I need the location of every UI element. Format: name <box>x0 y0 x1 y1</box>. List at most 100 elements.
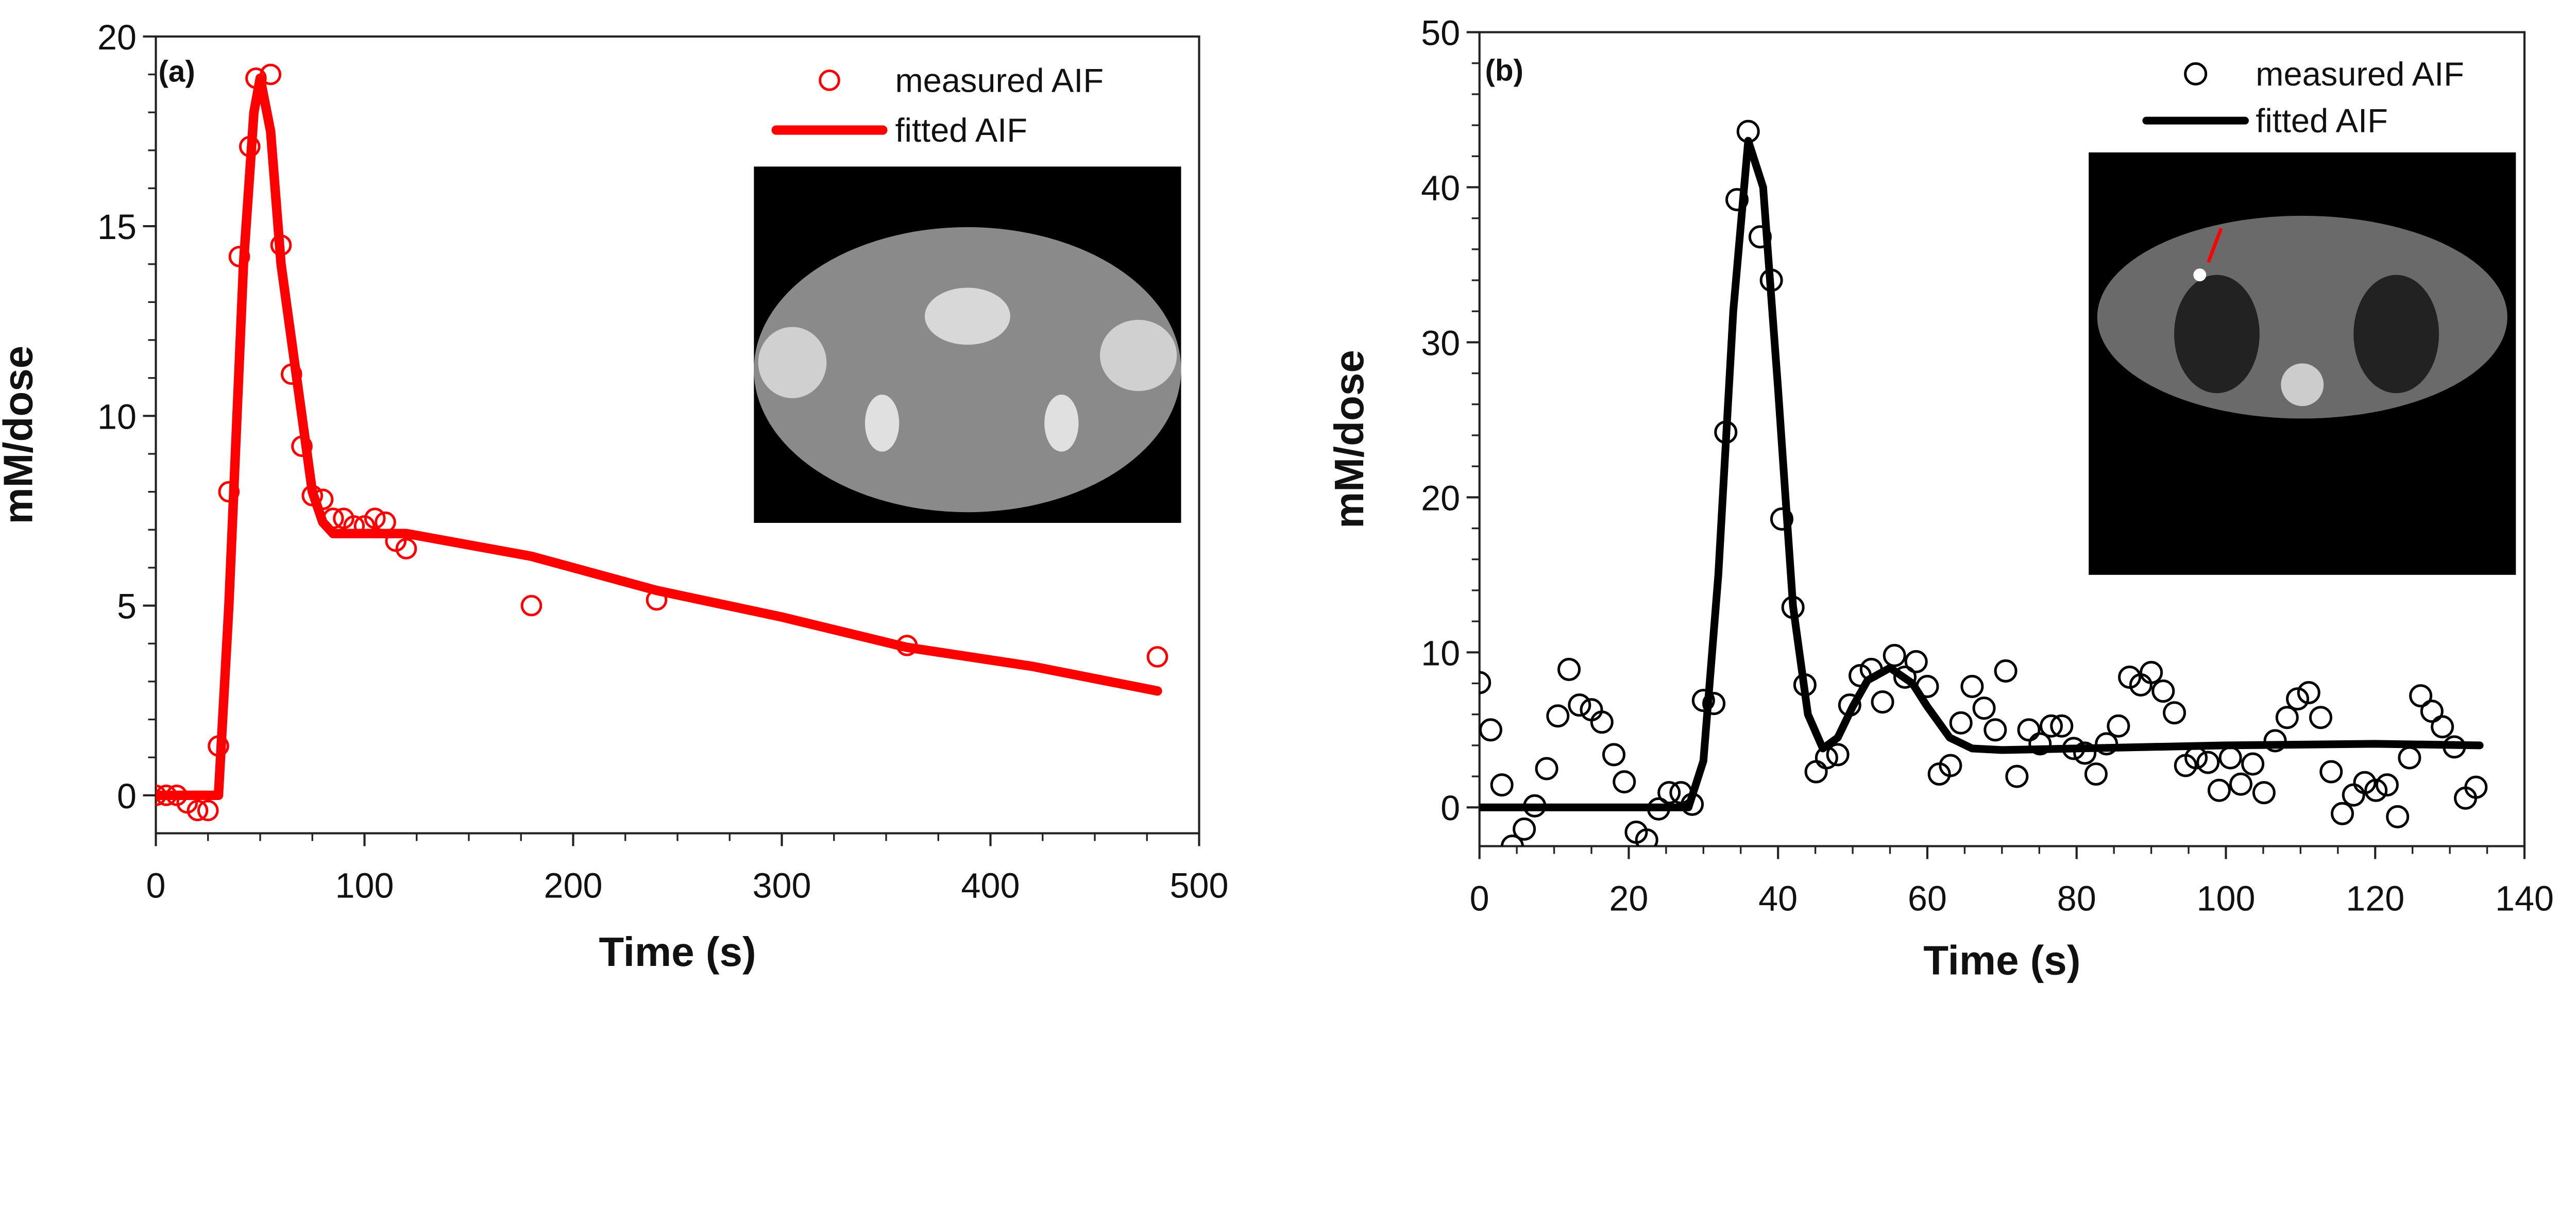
measured-aif-point <box>395 538 417 559</box>
measured-aif-point <box>1939 754 1962 777</box>
measured-aif-point <box>245 67 267 89</box>
measured-aif-point <box>2184 746 2208 770</box>
measured-aif-point <box>2207 778 2231 802</box>
measured-aif-point <box>364 507 386 530</box>
measured-aif-point <box>2386 805 2410 828</box>
measured-aif-point <box>2275 706 2299 729</box>
x-tick-label: 400 <box>961 866 1020 905</box>
x-tick-label: 60 <box>1908 879 1947 918</box>
measured-aif-point <box>218 481 240 503</box>
x-axis-title: Time (s) <box>1923 938 2080 983</box>
y-tick-label: 50 <box>1421 13 1460 53</box>
measured-aif-point <box>2095 732 2119 756</box>
x-tick-label: 140 <box>2495 879 2554 918</box>
x-axis-title: Time (s) <box>599 929 756 975</box>
measured-aif-point <box>1513 817 1536 841</box>
measured-aif-point <box>1580 698 1603 722</box>
measured-aif-point <box>2073 741 2097 765</box>
y-tick-label: 0 <box>117 777 137 816</box>
measured-aif-point <box>1490 773 1514 797</box>
bone <box>924 287 1010 345</box>
legend-marker-icon <box>2184 62 2208 86</box>
legend-fitted-label: fitted AIF <box>895 111 1027 149</box>
measured-aif-point <box>2330 802 2354 825</box>
x-tick-label: 120 <box>2346 879 2404 918</box>
measured-aif-point <box>197 800 219 822</box>
measured-aif-point <box>2107 714 2130 738</box>
measured-aif-point <box>1871 690 1894 714</box>
measured-aif-point <box>2151 680 2175 703</box>
tissue <box>2174 275 2260 394</box>
measured-aif-point <box>228 246 250 267</box>
legend: measured AIF fitted AIF <box>2142 55 2464 140</box>
measured-aif-point <box>1849 664 1872 687</box>
measured-aif-point <box>1759 268 1783 292</box>
measured-aif-point <box>2297 681 2320 705</box>
measured-aif-point <box>2162 701 2186 725</box>
measured-aif-point <box>1568 693 1591 717</box>
y-tick-label: 15 <box>97 208 137 247</box>
measured-aif-markers <box>1479 120 2488 846</box>
tissue <box>2353 275 2439 394</box>
x-tick-label: 200 <box>544 866 602 905</box>
measured-aif-point <box>2084 762 2108 786</box>
measured-aif-point <box>312 488 334 511</box>
measured-aif-point <box>1647 797 1670 821</box>
measured-aif-point <box>1994 659 2018 683</box>
measured-aif-point <box>1479 671 1492 694</box>
measured-aif-point <box>156 785 177 806</box>
legend-fitted-label: fitted AIF <box>2256 102 2387 140</box>
artery <box>2193 268 2207 282</box>
measured-aif-point <box>208 735 229 757</box>
measured-aif-point <box>1535 757 1558 780</box>
x-tick-label: 0 <box>146 866 165 905</box>
measured-aif-point <box>1669 781 1693 805</box>
measured-aif-point <box>2464 775 2488 799</box>
measured-aif-point <box>2140 660 2163 684</box>
measured-aif-point <box>1546 704 1570 728</box>
panel-label: (b) <box>1485 54 1523 88</box>
measured-aif-point <box>1748 225 1772 249</box>
measured-aif-point <box>1893 665 1917 689</box>
measured-aif-point <box>2409 684 2433 708</box>
y-axis-title: mM/dose <box>1326 350 1372 529</box>
measured-aif-point <box>1859 657 1883 681</box>
measured-aif-point <box>375 511 396 533</box>
y-tick-label: 5 <box>117 587 137 626</box>
measured-aif-point <box>2431 715 2454 739</box>
measured-aif-point <box>1146 646 1168 668</box>
measured-aif-point <box>1590 710 1614 734</box>
y-tick-label: 30 <box>1421 324 1460 363</box>
measured-aif-point <box>1838 693 1861 717</box>
measured-aif-point <box>1602 743 1625 767</box>
measured-aif-point <box>301 485 324 506</box>
measured-aif-point <box>2443 735 2466 759</box>
y-tick-label: 10 <box>97 397 137 436</box>
measured-aif-point <box>2241 752 2265 776</box>
measured-aif-point <box>1736 120 1760 143</box>
measured-aif-point <box>2420 700 2444 723</box>
measured-aif-point <box>520 594 543 617</box>
measured-aif-point <box>2229 772 2252 796</box>
measured-aif-point <box>1972 697 1996 720</box>
measured-aif-point <box>2028 732 2052 756</box>
measured-aif-point <box>2218 746 2242 770</box>
y-tick-label: 0 <box>1440 789 1460 828</box>
x-tick-label: 80 <box>2057 879 2096 918</box>
measured-aif-point <box>1613 770 1636 794</box>
x-tick-label: 100 <box>335 866 394 905</box>
measured-aif-point <box>1523 794 1547 818</box>
measured-aif-point <box>2263 729 2287 753</box>
measured-aif-point <box>2286 687 2310 711</box>
measured-aif-point <box>2196 751 2220 774</box>
y-tick-label: 10 <box>1421 634 1460 673</box>
measured-aif-point <box>1500 835 1524 846</box>
bone <box>865 394 900 452</box>
x-tick-label: 40 <box>1758 879 1798 918</box>
measured-aif-point <box>2252 781 2276 805</box>
measured-aif-point <box>1714 420 1738 444</box>
measured-aif-point <box>322 507 344 530</box>
measured-aif-point <box>1984 718 2007 742</box>
measured-aif-point <box>1725 188 1749 212</box>
